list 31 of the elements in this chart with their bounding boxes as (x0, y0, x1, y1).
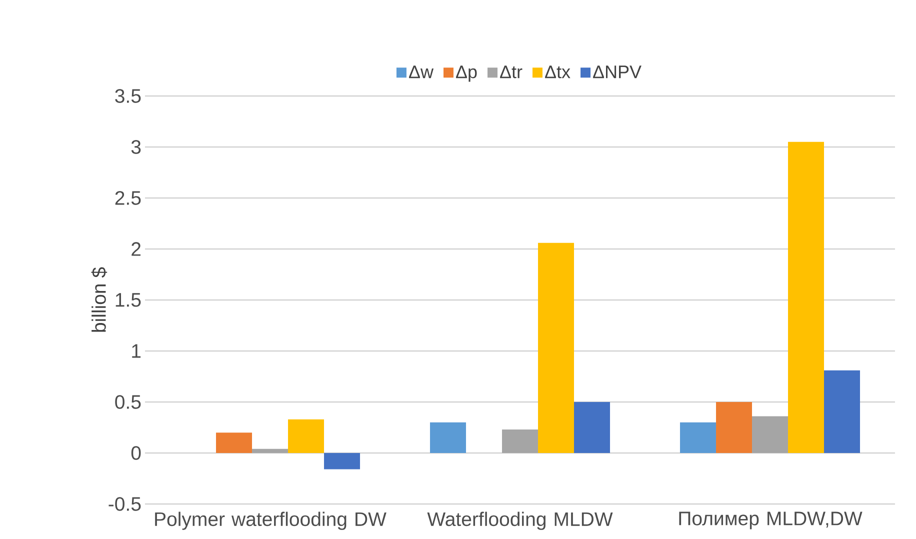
y-tick-label: 0 (131, 446, 141, 460)
bar (324, 452, 360, 470)
x-tick-label: Waterflooding MLDW (427, 512, 613, 530)
y-tick-label: 1 (132, 344, 141, 358)
bar (216, 432, 252, 453)
legend-label: ΔNPV (593, 66, 642, 78)
y-tick-label: 3 (131, 140, 141, 154)
x-tick-label: Polymer waterflooding DW (155, 512, 386, 530)
legend-label: Δp (456, 66, 477, 82)
bar (288, 419, 324, 453)
bar (252, 448, 288, 453)
y-tick-label: 1.5 (116, 293, 141, 307)
bar (502, 430, 538, 453)
bar (538, 242, 574, 453)
bar (716, 402, 752, 453)
legend-label: Δw (409, 66, 434, 78)
y-tick-label: 2.5 (115, 191, 141, 205)
bar (752, 416, 788, 453)
y-tick-label: -0.5 (108, 497, 141, 511)
legend-label: Δtr (500, 66, 522, 78)
y-tick-label: 0.5 (115, 395, 141, 409)
bar (430, 422, 466, 453)
bar (788, 142, 824, 453)
y-axis-title: billion $ (91, 267, 108, 332)
bar (680, 422, 716, 453)
bar (824, 370, 860, 453)
legend-label: Δtx (545, 66, 570, 78)
y-tick-label: 2 (132, 242, 141, 256)
x-tick-label: Полимер MLDW,DW (679, 512, 862, 530)
y-tick-label: 3.5 (115, 89, 141, 103)
bar (574, 402, 610, 453)
